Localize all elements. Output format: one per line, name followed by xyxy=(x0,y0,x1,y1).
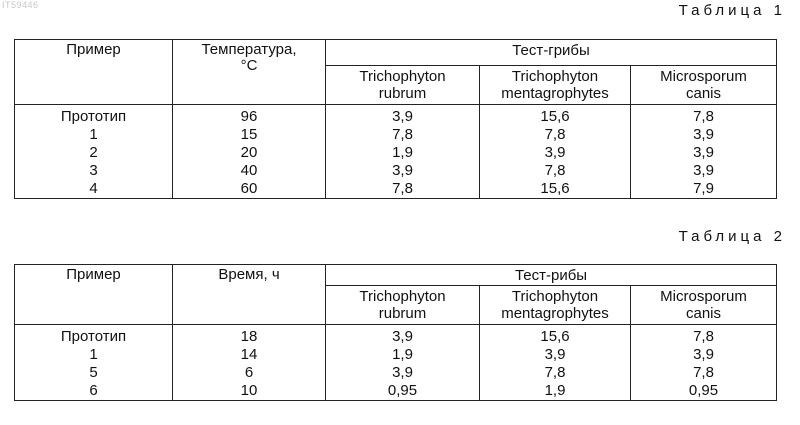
table-cell: 1,9 xyxy=(326,143,480,161)
table2: Пример Время, ч Тест-рибы Trichophyton r… xyxy=(14,264,777,401)
table-row: 5 6 3,9 7,8 7,8 xyxy=(15,363,777,381)
table1-header-fungus-1-species: rubrum xyxy=(379,85,427,102)
table-cell: 15 xyxy=(173,125,326,143)
table-cell: 3,9 xyxy=(326,161,480,179)
table-cell: 15,6 xyxy=(480,105,631,126)
table-cell: 3,9 xyxy=(631,125,777,143)
table1-header-temperature-label: Температура, xyxy=(201,41,296,58)
table-cell: 15,6 xyxy=(480,325,631,346)
table-row: 4 60 7,8 15,6 7,9 xyxy=(15,179,777,199)
table-cell: 7,8 xyxy=(631,363,777,381)
table-cell: 3,9 xyxy=(631,161,777,179)
table1-header-temperature: Температура, °C xyxy=(173,40,326,105)
table-row: 2 20 1,9 3,9 3,9 xyxy=(15,143,777,161)
table-cell: 3,9 xyxy=(326,105,480,126)
table2-header-fungus-1-species: rubrum xyxy=(379,305,427,322)
table2-header-fungus-2-species: mentagrophytes xyxy=(501,305,609,322)
table1-header-test-fungi: Тест-грибы xyxy=(326,40,777,66)
table-cell: 1,9 xyxy=(326,345,480,363)
table1-header-fungus-3: Microsporum canis xyxy=(631,66,777,105)
table-cell: 0,95 xyxy=(326,381,480,401)
table-cell: 3,9 xyxy=(326,363,480,381)
table-cell: 7,9 xyxy=(631,179,777,199)
table1-header-fungus-2: Trichophyton mentagrophytes xyxy=(480,66,631,105)
table-cell: 96 xyxy=(173,105,326,126)
table-cell: 14 xyxy=(173,345,326,363)
table-cell: 60 xyxy=(173,179,326,199)
table-cell: 15,6 xyxy=(480,179,631,199)
table-cell: 10 xyxy=(173,381,326,401)
table2-header-fungus-3: Microsporum canis xyxy=(631,286,777,325)
table1-caption: Таблица 1 xyxy=(679,2,786,19)
table1-header-fungus-3-species: canis xyxy=(686,85,721,102)
table-row: Прототип 96 3,9 15,6 7,8 xyxy=(15,105,777,126)
table-row: 1 15 7,8 7,8 3,9 xyxy=(15,125,777,143)
table-cell: 7,8 xyxy=(480,161,631,179)
table2-header-fungus-2-genus: Trichophyton xyxy=(512,288,598,305)
table-cell: 7,8 xyxy=(631,325,777,346)
table1-header-fungus-2-genus: Trichophyton xyxy=(512,68,598,85)
table-row: 6 10 0,95 1,9 0,95 xyxy=(15,381,777,401)
table1-header-fungus-1: Trichophyton rubrum xyxy=(326,66,480,105)
table-cell: 1 xyxy=(15,125,173,143)
watermark-label: IT59446 xyxy=(2,0,39,10)
table-cell: 6 xyxy=(173,363,326,381)
table-cell: Прототип xyxy=(15,105,173,126)
table-cell: 7,8 xyxy=(326,179,480,199)
table-cell: 3 xyxy=(15,161,173,179)
table-cell: 4 xyxy=(15,179,173,199)
table-cell: 6 xyxy=(15,381,173,401)
table-cell: 40 xyxy=(173,161,326,179)
table-cell: 3,9 xyxy=(631,143,777,161)
table-cell: 7,8 xyxy=(480,125,631,143)
table2-header-fungus-3-genus: Microsporum xyxy=(660,288,747,305)
table2-header-test-fungi: Тест-рибы xyxy=(326,265,777,286)
table-cell: 3,9 xyxy=(631,345,777,363)
table-cell: 20 xyxy=(173,143,326,161)
table-cell: 18 xyxy=(173,325,326,346)
table-cell: Прототип xyxy=(15,325,173,346)
table1: Пример Температура, °C Тест-грибы Tricho… xyxy=(14,39,777,199)
table2-header-example: Пример xyxy=(15,265,173,325)
table-row: 3 40 3,9 7,8 3,9 xyxy=(15,161,777,179)
table1-header-fungus-3-genus: Microsporum xyxy=(660,68,747,85)
table2-caption: Таблица 2 xyxy=(679,228,786,245)
table1-header-fungus-2-species: mentagrophytes xyxy=(501,85,609,102)
table-cell: 7,8 xyxy=(480,363,631,381)
table-cell: 0,95 xyxy=(631,381,777,401)
table1-header-fungus-1-genus: Trichophyton xyxy=(359,68,445,85)
table2-header-time: Время, ч xyxy=(173,265,326,325)
table-cell: 1,9 xyxy=(480,381,631,401)
table-cell: 1 xyxy=(15,345,173,363)
table-cell: 5 xyxy=(15,363,173,381)
table-cell: 7,8 xyxy=(326,125,480,143)
table-cell: 7,8 xyxy=(631,105,777,126)
table-cell: 2 xyxy=(15,143,173,161)
table-row: Прототип 18 3,9 15,6 7,8 xyxy=(15,325,777,346)
table2-header-fungus-3-species: canis xyxy=(686,305,721,322)
table-row: 1 14 1,9 3,9 3,9 xyxy=(15,345,777,363)
table1-header-temperature-unit: °C xyxy=(241,57,258,74)
table2-header-fungus-2: Trichophyton mentagrophytes xyxy=(480,286,631,325)
table-cell: 3,9 xyxy=(480,345,631,363)
table1-header-example: Пример xyxy=(15,40,173,105)
table-cell: 3,9 xyxy=(480,143,631,161)
table2-header-fungus-1: Trichophyton rubrum xyxy=(326,286,480,325)
table-cell: 3,9 xyxy=(326,325,480,346)
table2-header-fungus-1-genus: Trichophyton xyxy=(359,288,445,305)
